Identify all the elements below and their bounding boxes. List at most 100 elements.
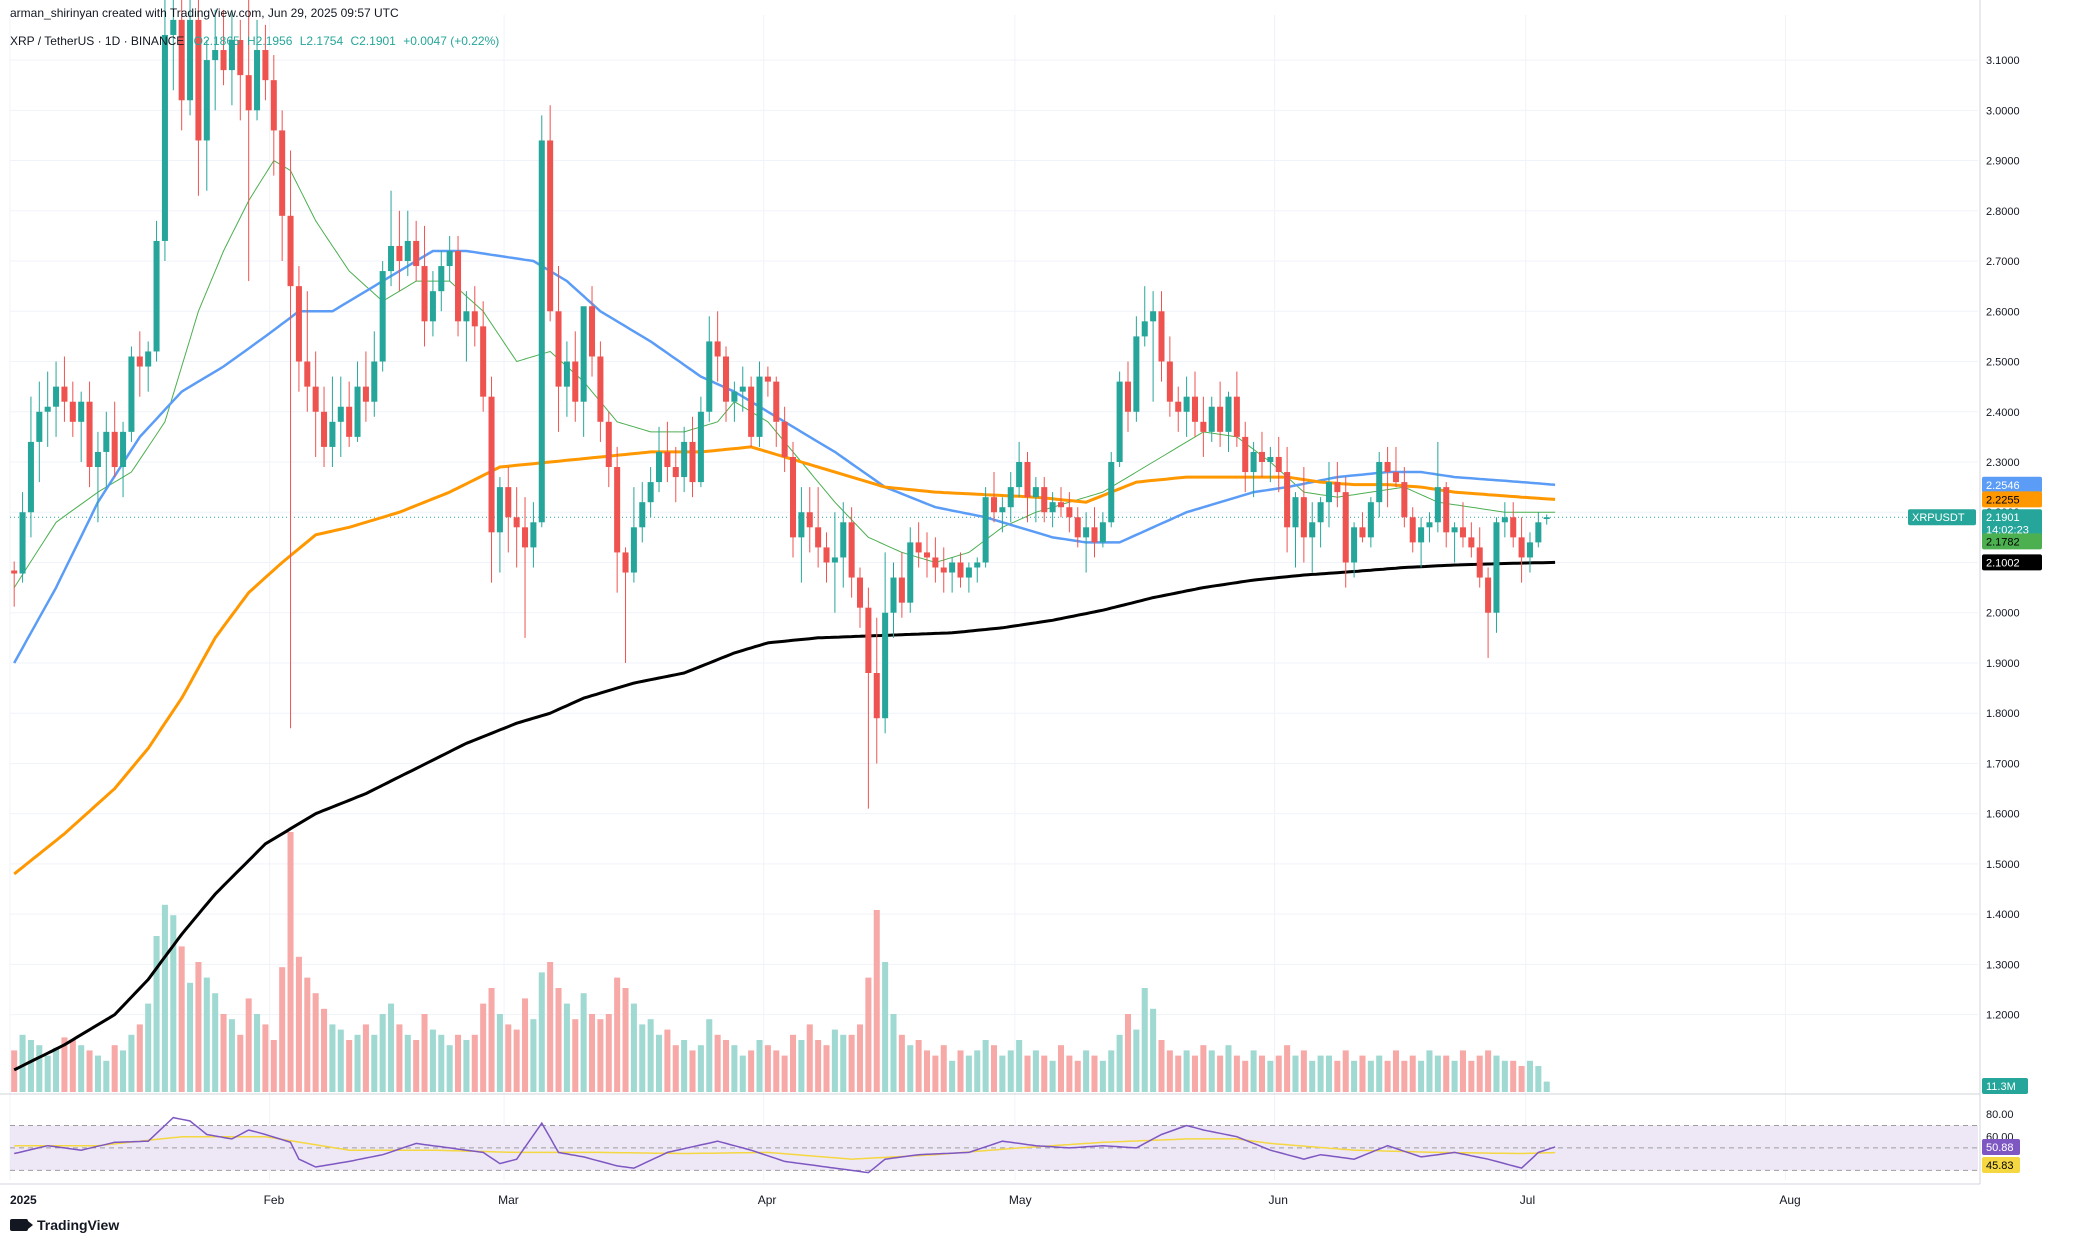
candle-body [756,376,763,437]
symbol-legend[interactable]: XRP / TetherUS · 1D · BINANCE O2.1865 H2… [10,34,499,48]
volume-bar [1066,1055,1073,1092]
candle-body [1485,577,1492,613]
volume-bar [1200,1045,1207,1092]
symbol-badge-bg [1908,509,1976,526]
candle-body [798,512,805,538]
time-tick-label: Mar [498,1193,519,1207]
price-tick-label: 1.8000 [1986,708,2020,720]
price-tick-label: 3.0000 [1986,105,2020,117]
volume-bar [605,1014,612,1092]
candle-body [1392,472,1399,483]
volume-bar [974,1050,981,1092]
volume-bar [706,1019,713,1092]
candle-body [974,562,981,568]
candle-body [923,552,931,558]
time-axis[interactable]: 2025 Feb Mar Apr May Jun Jul Aug [10,1193,1801,1207]
volume-bar [739,1055,746,1092]
candle-body [78,401,85,422]
volume-bar [538,972,545,1092]
price-tick-label: 1.9000 [1986,658,2020,670]
ma-line-ma100 [13,445,1556,876]
volume-bar [1024,1055,1031,1092]
candle-body [739,386,746,392]
candle-body [1510,517,1517,538]
tradingview-logo[interactable]: TradingView [10,1217,119,1233]
volume-bar [254,1014,261,1092]
volume-bar [848,1034,855,1092]
candle-body [329,421,336,447]
price-axis[interactable]: 3.1000 3.0000 2.9000 2.8000 2.7000 2.6000 2.50… [1986,55,2020,1144]
candle-body [1535,522,1542,543]
candle-body [295,286,302,362]
candlesticks[interactable] [11,0,1550,809]
volume-bar [203,977,210,1092]
candle-body [145,351,152,367]
rsi-badge: 50.88 [1986,1142,2014,1154]
price-badge: 2.2546 [1986,480,2020,492]
volume-bar [463,1040,470,1092]
candle-body [789,456,797,538]
volume-bar [429,1029,436,1092]
brand-label: TradingView [37,1217,120,1233]
volume-bar [270,1040,277,1092]
candle-body [413,240,420,267]
volume-bar [1359,1055,1366,1092]
candle-body [982,497,989,563]
volume-bar [664,1029,671,1092]
candle-body [187,19,194,101]
volume-bar [589,1014,596,1092]
candle-body [463,311,470,322]
volume-bar [455,1034,462,1092]
time-tick-label: May [1009,1193,1032,1207]
volume-bar [1049,1060,1056,1092]
price-tick-label: 2.8000 [1986,206,2020,218]
candle-body [195,19,202,141]
price-badge: 14:02:23 [1986,524,2029,536]
volume-bar [1392,1050,1399,1092]
volume-bar [61,1037,68,1092]
price-tick-label: 2.9000 [1986,156,2020,168]
candle-body [421,266,428,322]
volume-bar [689,1050,696,1092]
volume-bar [438,1034,445,1092]
candle-body [262,50,269,81]
volume-bar [865,977,872,1092]
candle-body [1384,461,1391,473]
volume-bar [1083,1050,1090,1092]
volume-bar [1401,1060,1408,1092]
volume-bar [1233,1055,1240,1092]
candle-body [1543,517,1550,520]
candle-body [1158,311,1165,362]
candle-body [270,80,277,131]
volume-bar [53,1047,60,1092]
volume-bar [1032,1050,1039,1092]
volume-bar [1242,1060,1249,1092]
candle-body [890,577,897,613]
candle-body [672,467,679,478]
volume-bar [145,1003,152,1092]
rsi-tick-label: 80.00 [1986,1109,2014,1121]
volume-bar [923,1050,931,1092]
volume-bar [1057,1045,1065,1092]
volume-bar [1510,1060,1517,1092]
volume-bar [949,1060,956,1092]
volume-bar [128,1034,135,1092]
price-badge-bg [1982,476,2042,493]
volume-badge-bg [1982,1078,2028,1094]
candle-body [404,240,411,262]
candle-body [932,557,939,568]
volume-bar [1526,1060,1533,1092]
candle-body [480,326,487,397]
volume-bar [622,988,629,1092]
candle-body [1166,361,1173,402]
volume-bar [1275,1055,1282,1092]
volume-bar [321,1008,328,1092]
price-tick-label: 2.5000 [1986,357,2020,369]
candle-body [1476,547,1483,578]
volume-bar [597,1019,604,1092]
volume-bar [806,1024,813,1092]
volume-bar [982,1040,989,1092]
candle-body [1083,527,1090,538]
candle-body [1284,472,1291,528]
